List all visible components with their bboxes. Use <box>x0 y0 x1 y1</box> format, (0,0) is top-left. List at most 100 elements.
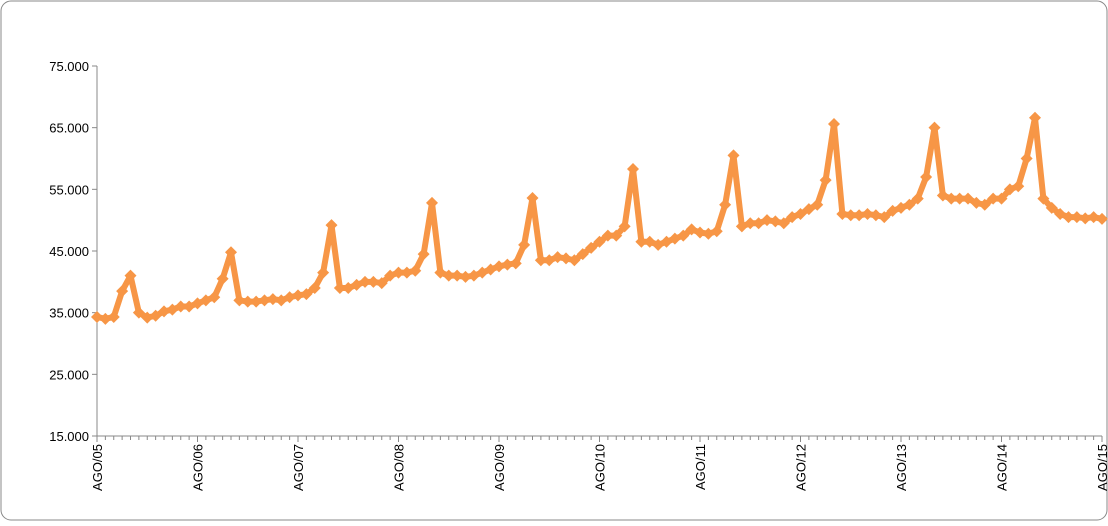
y-tick-label: 15.000 <box>49 429 89 444</box>
data-marker <box>534 254 547 267</box>
y-tick-label: 55.000 <box>49 182 89 197</box>
data-marker <box>325 219 338 232</box>
x-tick-label: AGO/07 <box>291 444 306 491</box>
data-marker <box>878 211 891 224</box>
data-marker <box>576 248 589 261</box>
data-marker <box>241 295 254 308</box>
data-marker <box>509 257 522 270</box>
data-marker <box>978 198 991 211</box>
data-marker <box>869 209 882 222</box>
data-marker <box>777 217 790 230</box>
y-tick-label: 25.000 <box>49 367 89 382</box>
data-marker <box>392 266 405 279</box>
y-tick-label: 75.000 <box>49 59 89 74</box>
data-marker <box>300 288 313 301</box>
data-marker <box>970 196 983 209</box>
y-tick-label: 65.000 <box>49 121 89 136</box>
data-marker <box>442 269 455 282</box>
data-marker <box>518 238 531 251</box>
data-marker <box>828 117 840 130</box>
data-marker <box>417 248 430 261</box>
data-marker <box>1012 180 1025 193</box>
data-marker <box>132 306 145 319</box>
data-marker <box>962 192 974 205</box>
data-marker <box>853 209 866 222</box>
data-marker <box>819 174 832 187</box>
data-marker <box>744 217 757 230</box>
x-tick-label: AGO/05 <box>90 444 105 491</box>
x-tick-label: AGO/14 <box>995 444 1010 491</box>
data-marker <box>375 277 388 290</box>
data-marker <box>526 191 539 204</box>
x-tick-label: AGO/13 <box>894 444 909 491</box>
data-marker <box>308 282 321 294</box>
data-marker <box>99 312 112 325</box>
data-marker <box>400 266 413 279</box>
data-marker <box>836 208 849 220</box>
data-marker <box>995 192 1008 205</box>
x-tick-label: AGO/08 <box>392 444 407 491</box>
data-marker <box>233 294 246 307</box>
data-marker <box>802 203 815 216</box>
data-marker <box>409 264 422 277</box>
data-marker <box>987 192 1000 205</box>
data-marker <box>610 229 623 242</box>
data-marker <box>1029 111 1041 124</box>
data-marker <box>719 198 732 211</box>
data-marker <box>174 300 187 313</box>
data-marker <box>149 309 162 322</box>
data-marker <box>426 196 438 209</box>
data-marker <box>953 192 966 205</box>
data-marker <box>928 121 941 134</box>
data-marker <box>107 310 120 323</box>
data-marker <box>493 260 505 273</box>
data-marker <box>1096 212 1108 225</box>
data-marker <box>1087 211 1100 224</box>
data-marker <box>593 235 606 248</box>
data-marker <box>677 229 690 242</box>
data-marker <box>945 192 958 205</box>
data-marker <box>618 220 631 233</box>
data-marker <box>1079 212 1092 225</box>
data-marker <box>769 215 782 228</box>
data-marker <box>258 294 271 307</box>
x-tick-label: AGO/12 <box>794 444 809 491</box>
data-marker <box>283 291 296 304</box>
data-marker <box>216 272 229 285</box>
data-marker <box>844 209 857 222</box>
data-marker <box>903 198 916 211</box>
x-tick-label: AGO/09 <box>492 444 507 491</box>
data-marker <box>451 269 464 282</box>
data-marker <box>116 285 129 298</box>
data-marker <box>225 246 237 259</box>
data-marker <box>250 295 263 308</box>
data-marker <box>861 208 874 220</box>
data-marker <box>911 192 924 205</box>
data-marker <box>501 258 514 271</box>
data-marker <box>710 225 723 238</box>
data-marker <box>333 282 346 294</box>
data-marker <box>627 162 639 175</box>
data-marker <box>811 198 824 211</box>
data-marker <box>551 251 564 264</box>
data-marker <box>266 293 279 306</box>
x-tick-label: AGO/06 <box>191 444 206 491</box>
data-marker <box>1020 152 1033 165</box>
data-marker <box>367 275 380 288</box>
data-marker <box>91 310 103 323</box>
data-marker <box>158 305 170 318</box>
data-marker <box>1070 211 1083 224</box>
data-marker <box>292 289 304 302</box>
data-marker <box>1062 211 1075 224</box>
data-marker <box>761 214 773 227</box>
data-marker <box>727 149 740 162</box>
data-marker <box>317 266 330 279</box>
data-marker <box>560 252 572 265</box>
data-marker <box>920 171 933 183</box>
data-marker <box>694 226 706 239</box>
x-tick-label: AGO/10 <box>593 444 608 491</box>
x-tick-label: AGO/15 <box>1095 444 1108 491</box>
y-tick-label: 35.000 <box>49 306 89 321</box>
y-tick-label: 45.000 <box>49 244 89 259</box>
